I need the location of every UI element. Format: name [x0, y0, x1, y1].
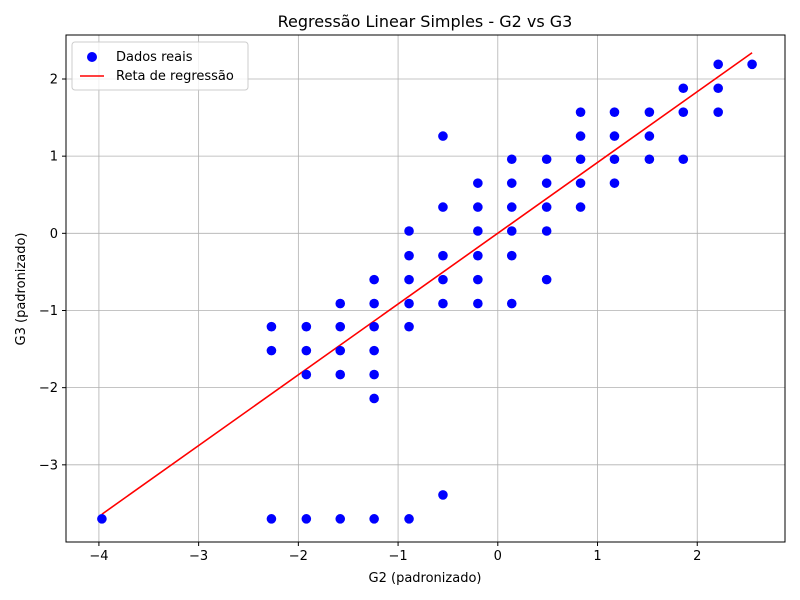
chart-title: Regressão Linear Simples - G2 vs G3: [278, 12, 573, 31]
data-point: [404, 250, 414, 261]
data-point: [335, 345, 346, 356]
data-point: [506, 298, 517, 309]
y-tick-label: 1: [50, 150, 58, 165]
legend: Dados reais Reta de regressão: [71, 41, 249, 91]
x-tick-label: 0: [494, 549, 502, 564]
data-point: [506, 202, 517, 212]
data-point: [404, 274, 414, 285]
y-tick-label: −3: [39, 458, 58, 473]
data-point: [575, 131, 586, 141]
data-point: [335, 298, 346, 309]
data-point: [473, 202, 483, 212]
data-point: [506, 154, 517, 165]
y-tick-label: 0: [50, 227, 58, 242]
y-tick-label: 2: [50, 72, 58, 87]
x-axis-ticks: −4 −3 −2 −1 0 1 2: [89, 542, 701, 564]
data-point: [369, 514, 379, 524]
data-point: [438, 274, 448, 285]
data-point: [575, 202, 586, 212]
y-axis-ticks: −3 −2 −1 0 1 2: [39, 72, 66, 473]
x-tick-label: 2: [693, 549, 701, 564]
data-point: [678, 107, 689, 117]
data-point: [506, 178, 517, 188]
data-point: [369, 298, 379, 309]
y-tick-label: −2: [39, 381, 58, 396]
data-point: [301, 321, 312, 332]
data-point: [301, 345, 312, 356]
data-point: [575, 178, 586, 188]
regression-line-layer: [101, 52, 753, 515]
data-point: [541, 202, 552, 212]
y-axis-label: G3 (padronizado): [14, 233, 29, 346]
data-point: [541, 274, 552, 285]
data-point: [541, 178, 552, 188]
data-point: [473, 178, 483, 188]
data-point: [609, 154, 620, 165]
x-tick-label: −2: [289, 549, 308, 564]
data-point: [506, 250, 517, 261]
legend-label-dados-reais: Dados reais: [116, 50, 193, 65]
data-point: [438, 202, 448, 212]
x-axis-label: G2 (padronizado): [369, 571, 482, 586]
x-tick-label: −4: [89, 549, 108, 564]
data-point: [369, 321, 379, 332]
x-tick-label: −1: [388, 549, 407, 564]
legend-label-reta-de-regressao: Reta de regressão: [116, 69, 234, 84]
data-point: [97, 514, 107, 524]
scatter-points: [97, 59, 757, 524]
data-point: [369, 369, 379, 380]
data-point: [335, 369, 346, 380]
data-point: [438, 490, 448, 500]
regression-line: [101, 52, 753, 515]
data-point: [438, 131, 448, 141]
data-point: [335, 514, 346, 524]
data-point: [575, 154, 586, 165]
data-point: [644, 131, 655, 141]
legend-marker-dados-reais: [87, 52, 97, 62]
x-tick-label: −3: [189, 549, 208, 564]
data-point: [266, 345, 277, 356]
data-point: [473, 250, 483, 261]
plot-frame: [65, 34, 786, 543]
data-point: [404, 298, 414, 309]
data-point: [713, 83, 723, 94]
data-point: [678, 83, 689, 94]
data-point: [335, 321, 346, 332]
data-point: [541, 154, 552, 165]
data-point: [713, 59, 723, 70]
data-point: [404, 321, 414, 332]
data-point: [369, 393, 379, 404]
legend-box: [71, 41, 249, 91]
data-point: [644, 107, 655, 117]
data-point: [266, 514, 277, 524]
data-point: [609, 178, 620, 188]
data-point: [609, 107, 620, 117]
data-point: [301, 369, 312, 380]
data-point: [473, 274, 483, 285]
data-point: [301, 514, 312, 524]
data-point: [473, 298, 483, 309]
data-point: [473, 226, 483, 236]
data-point: [266, 321, 277, 332]
data-point: [678, 154, 689, 165]
data-point: [369, 274, 379, 285]
data-point: [747, 59, 757, 70]
y-tick-label: −1: [39, 304, 58, 319]
x-tick-label: 1: [593, 549, 601, 564]
data-point: [404, 226, 414, 236]
data-point: [644, 154, 655, 165]
data-point: [404, 514, 414, 524]
data-point: [438, 250, 448, 261]
data-point: [506, 226, 517, 236]
data-point: [541, 226, 552, 236]
data-point: [609, 131, 620, 141]
data-point: [713, 107, 723, 117]
data-point: [438, 298, 448, 309]
data-point: [575, 107, 586, 117]
grid-lines: [66, 35, 785, 542]
data-point: [369, 345, 379, 356]
